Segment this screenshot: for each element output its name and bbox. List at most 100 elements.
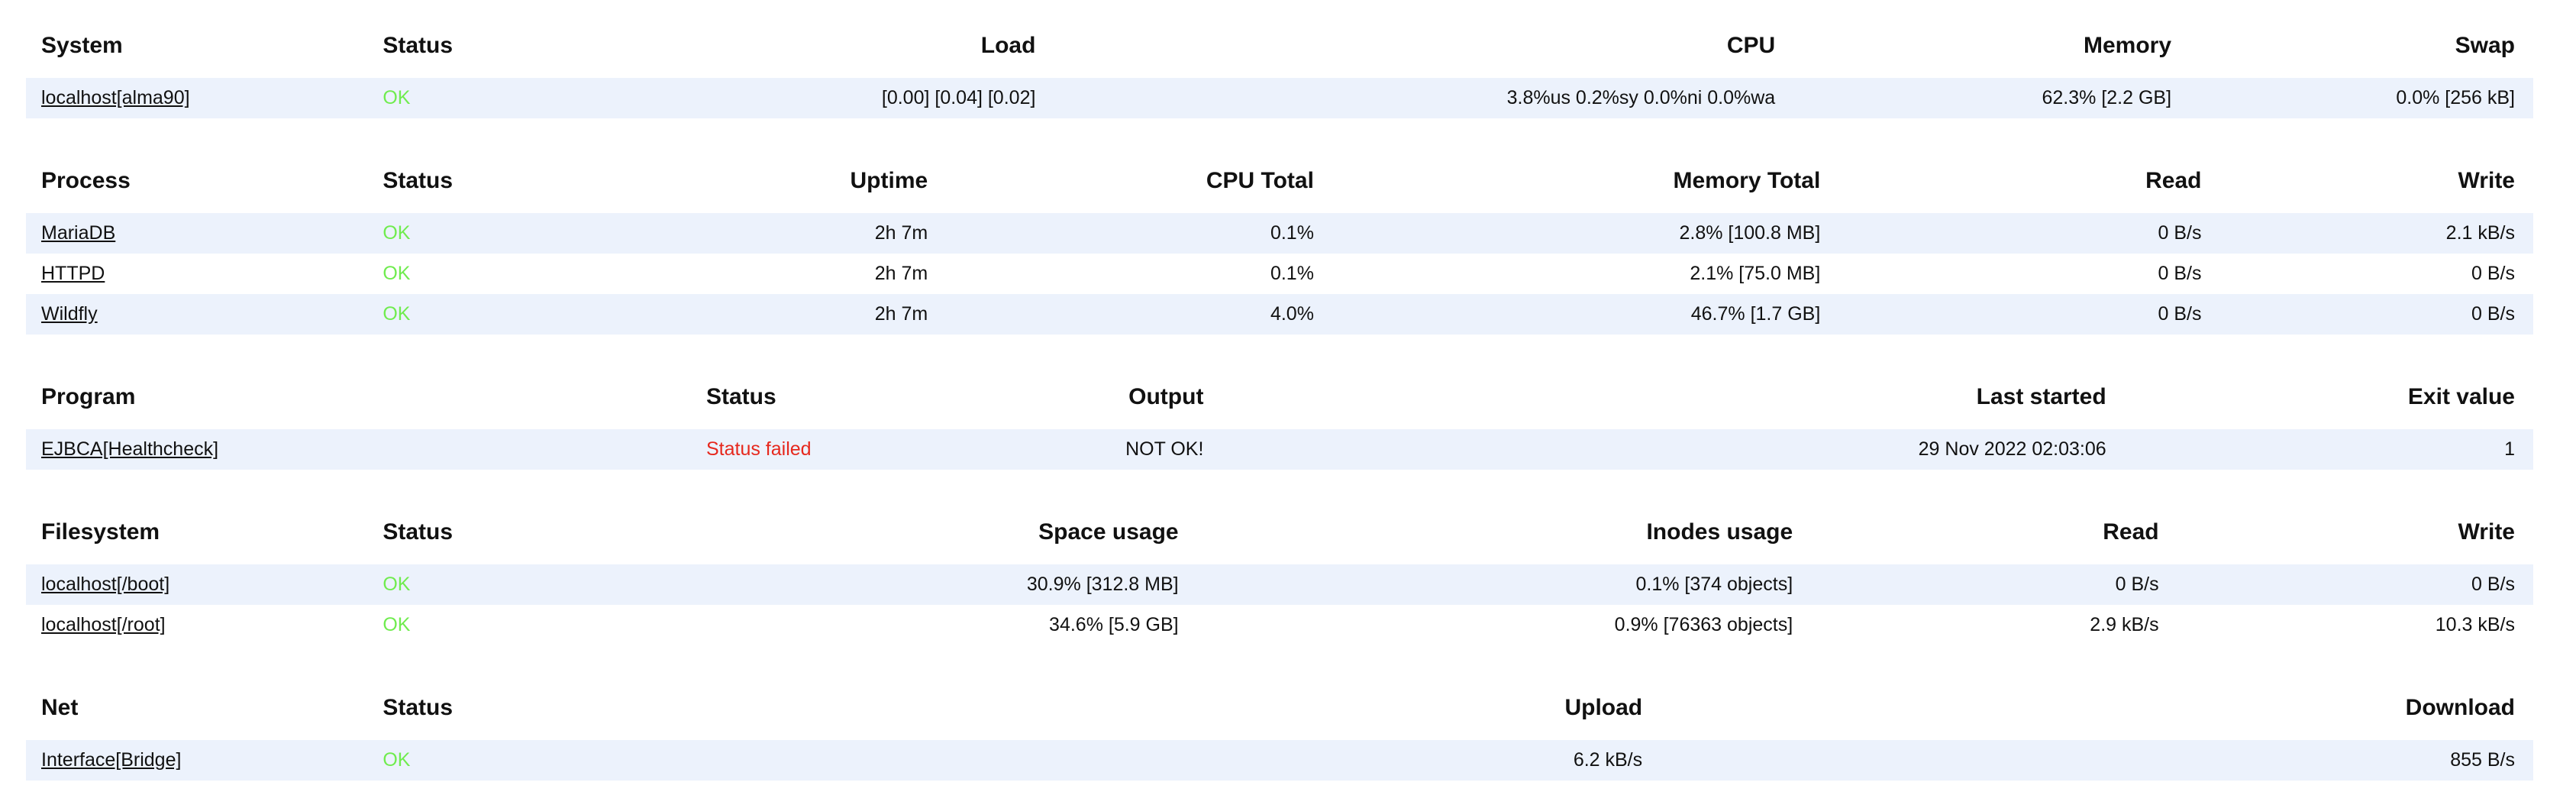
service-link-wildfly[interactable]: Wildfly xyxy=(41,303,98,325)
inodes-usage-cell: 0.9% [76363 objects] xyxy=(1614,614,1793,635)
table-row-httpd: HTTPD OK 2h 7m 0.1% 2.1% [75.0 MB] 0 B/s… xyxy=(26,254,2533,294)
status-cell: OK xyxy=(364,605,628,645)
column-header-program: Program xyxy=(41,384,136,409)
memory-total-cell: 2.8% [100.8 MB] xyxy=(1332,213,1839,254)
service-link-httpd[interactable]: HTTPD xyxy=(41,263,105,284)
cpu-cell: 3.8%us 0.2%sy 0.0%ni 0.0%wa xyxy=(1054,78,1794,118)
filesystem-name-cell: localhost[/boot] xyxy=(26,564,365,605)
exit-value-cell: 1 xyxy=(2124,429,2533,470)
program-name-cell: EJBCA[Healthcheck] xyxy=(26,429,688,470)
process-name-cell: MariaDB xyxy=(26,213,365,254)
output-cell: NOT OK! xyxy=(938,429,1222,470)
service-link-interface-bridge[interactable]: Interface[Bridge] xyxy=(41,749,182,771)
status-ok-badge: OK xyxy=(383,263,411,284)
status-failed-badge: Status failed xyxy=(705,438,812,460)
status-cell: OK xyxy=(364,78,678,118)
column-header-status: Status xyxy=(383,695,454,720)
column-header-system: System xyxy=(41,33,123,58)
column-header-upload: Upload xyxy=(1564,695,1643,720)
column-header-download: Download xyxy=(2405,695,2515,720)
write-cell: 2.1 kB/s xyxy=(2219,213,2533,254)
inodes-usage-cell: 0.1% [374 objects] xyxy=(1196,564,1812,605)
column-header-filesystem: Filesystem xyxy=(41,519,160,545)
uptime-cell: 2h 7m xyxy=(628,294,947,335)
column-header-inodes-usage: Inodes usage xyxy=(1646,519,1793,545)
system-table: System Status Load CPU Memory Swap local… xyxy=(26,20,2533,118)
monit-status-page: System Status Load CPU Memory Swap local… xyxy=(26,20,2533,781)
column-header-space-usage: Space usage xyxy=(1038,519,1179,545)
table-row-ejbca-healthcheck: EJBCA[Healthcheck] Status failed NOT OK!… xyxy=(26,429,2533,470)
table-row-interface-bridge: Interface[Bridge] OK 6.2 kB/s 855 B/s xyxy=(26,740,2533,781)
column-header-write: Write xyxy=(2458,519,2515,545)
column-header-memory: Memory xyxy=(2084,33,2172,58)
write-cell: 10.3 kB/s xyxy=(2435,614,2515,635)
write-cell: 0 B/s xyxy=(2219,294,2533,335)
net-header-row: Net Status Upload Download xyxy=(26,682,2533,740)
status-ok-badge: OK xyxy=(383,574,411,595)
uptime-cell: 2h 7m xyxy=(628,213,947,254)
read-cell: 0 B/s xyxy=(1811,564,2177,605)
column-header-output: Output xyxy=(1128,384,1204,409)
net-name-cell: Interface[Bridge] xyxy=(26,740,365,781)
service-link-localhost-root[interactable]: localhost[/root] xyxy=(41,614,166,635)
system-name-cell: localhost[alma90] xyxy=(26,78,365,118)
status-cell: OK xyxy=(364,564,628,605)
status-ok-badge: OK xyxy=(383,222,411,244)
read-cell: 0 B/s xyxy=(1838,294,2220,335)
table-row-wildfly: Wildfly OK 2h 7m 4.0% 46.7% [1.7 GB] 0 B… xyxy=(26,294,2533,335)
column-header-cpu: CPU xyxy=(1726,33,1776,58)
table-row-mariadb: MariaDB OK 2h 7m 0.1% 2.8% [100.8 MB] 0 … xyxy=(26,213,2533,254)
last-started-cell: 29 Nov 2022 02:03:06 xyxy=(1222,429,2125,470)
status-ok-badge: OK xyxy=(383,87,411,108)
column-header-status: Status xyxy=(705,384,776,409)
download-cell: 855 B/s xyxy=(1661,740,2533,781)
process-name-cell: HTTPD xyxy=(26,254,364,294)
write-cell: 0 B/s xyxy=(2177,564,2533,605)
service-link-mariadb[interactable]: MariaDB xyxy=(41,222,116,244)
service-link-ejbca-healthcheck[interactable]: EJBCA[Healthcheck] xyxy=(41,438,219,460)
cpu-total-cell: 0.1% xyxy=(1270,263,1314,284)
service-link-localhost-boot[interactable]: localhost[/boot] xyxy=(41,574,170,595)
status-ok-badge: OK xyxy=(383,614,411,635)
service-link-localhost-alma90[interactable]: localhost[alma90] xyxy=(41,87,190,108)
column-header-net: Net xyxy=(41,695,79,720)
column-header-cpu-total: CPU Total xyxy=(1206,168,1314,193)
filesystem-header-row: Filesystem Status Space usage Inodes usa… xyxy=(26,506,2533,564)
read-cell: 0 B/s xyxy=(2158,263,2202,284)
upload-cell: 6.2 kB/s xyxy=(915,740,1661,781)
net-table: Net Status Upload Download Interface[Bri… xyxy=(26,682,2533,781)
column-header-read: Read xyxy=(2145,168,2202,193)
column-header-process: Process xyxy=(41,168,131,193)
column-header-uptime: Uptime xyxy=(850,168,928,193)
column-header-load: Load xyxy=(980,33,1036,58)
column-header-last-started: Last started xyxy=(1976,384,2106,409)
column-header-write: Write xyxy=(2458,168,2515,193)
filesystem-name-cell: localhost[/root] xyxy=(26,605,364,645)
system-header-row: System Status Load CPU Memory Swap xyxy=(26,20,2533,78)
cpu-total-cell: 4.0% xyxy=(946,294,1332,335)
table-row-localhost-alma90: localhost[alma90] OK [0.00] [0.04] [0.02… xyxy=(26,78,2533,118)
program-header-row: Program Status Output Last started Exit … xyxy=(26,371,2533,429)
status-ok-badge: OK xyxy=(383,303,411,325)
space-usage-cell: 34.6% [5.9 GB] xyxy=(1049,614,1179,635)
memory-total-cell: 46.7% [1.7 GB] xyxy=(1332,294,1839,335)
status-cell: OK xyxy=(364,254,628,294)
status-cell: Status failed xyxy=(687,429,939,470)
column-header-status: Status xyxy=(383,33,454,58)
status-cell: OK xyxy=(364,213,628,254)
status-cell: OK xyxy=(364,294,628,335)
load-cell: [0.00] [0.04] [0.02] xyxy=(677,78,1054,118)
read-cell: 0 B/s xyxy=(1838,213,2220,254)
program-table: Program Status Output Last started Exit … xyxy=(26,371,2533,470)
process-header-row: Process Status Uptime CPU Total Memory T… xyxy=(26,155,2533,213)
column-header-swap: Swap xyxy=(2455,33,2515,58)
uptime-cell: 2h 7m xyxy=(874,263,928,284)
cpu-total-cell: 0.1% xyxy=(946,213,1332,254)
column-header-memory-total: Memory Total xyxy=(1673,168,1821,193)
column-header-status: Status xyxy=(383,519,454,545)
process-table: Process Status Uptime CPU Total Memory T… xyxy=(26,155,2533,335)
table-row-localhost-boot: localhost[/boot] OK 30.9% [312.8 MB] 0.1… xyxy=(26,564,2533,605)
process-name-cell: Wildfly xyxy=(26,294,365,335)
column-header-status: Status xyxy=(383,168,454,193)
column-header-read: Read xyxy=(2103,519,2159,545)
